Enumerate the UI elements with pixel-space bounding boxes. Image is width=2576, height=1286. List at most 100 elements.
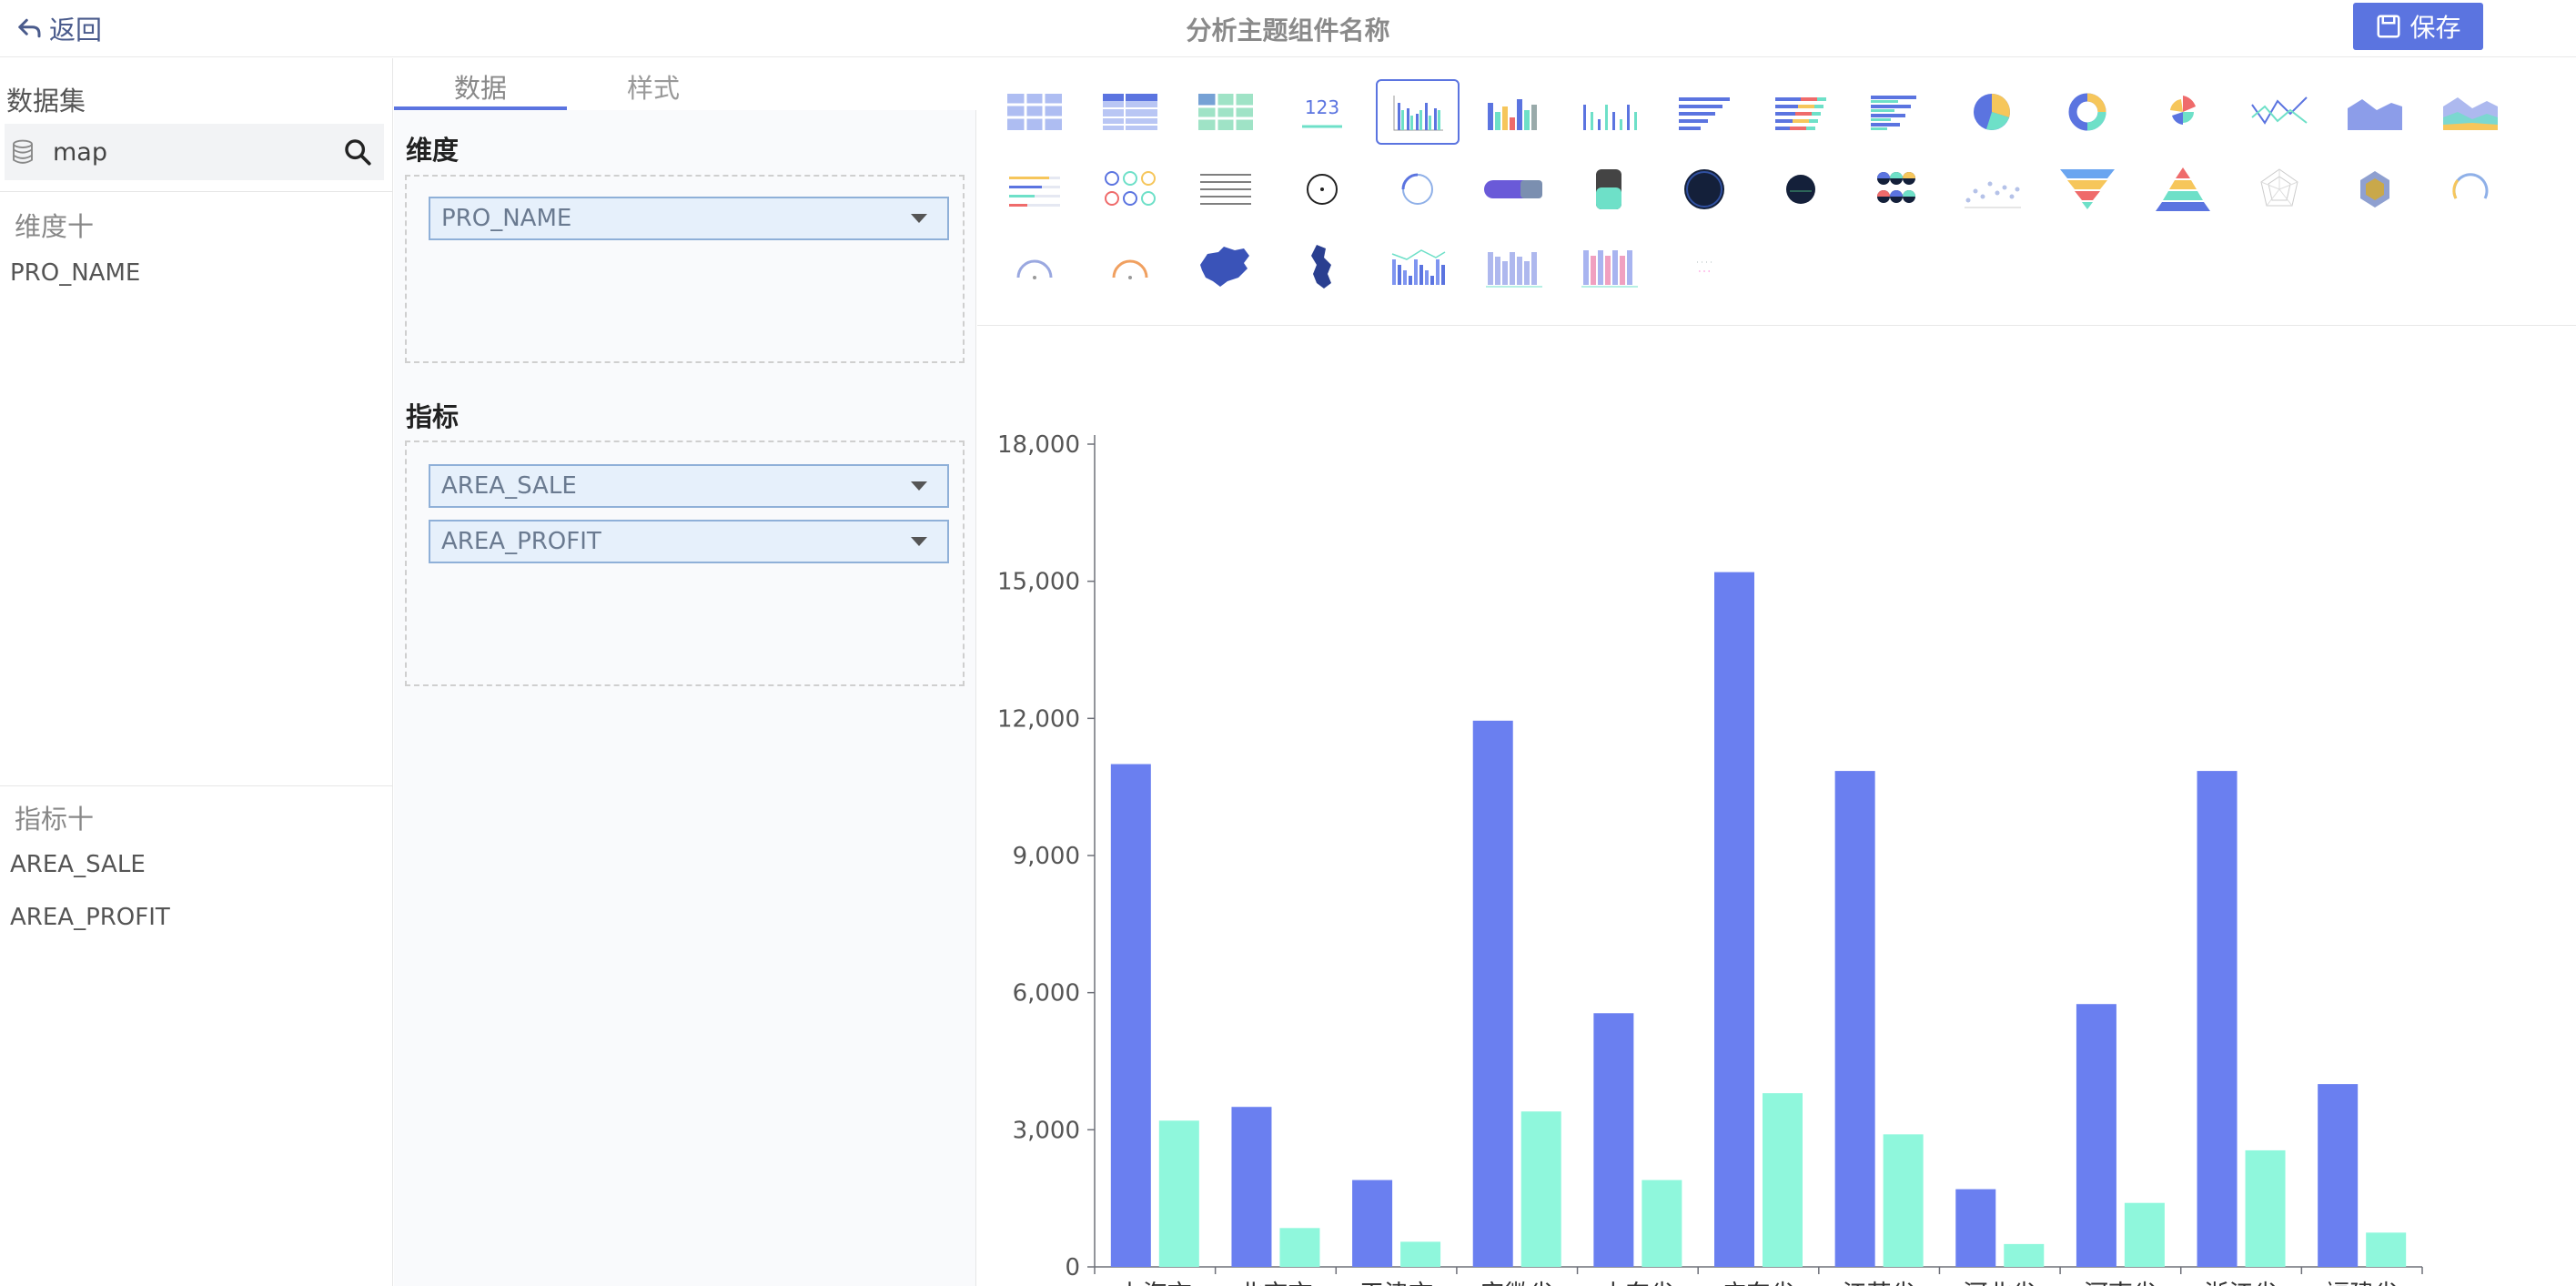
dimension-section-label[interactable]: 维度十 [15, 211, 95, 242]
grouped-bar-chart-icon [1393, 96, 1443, 131]
radar-chart-type-option[interactable] [2238, 157, 2321, 222]
heat-table-chart-type-option[interactable] [1184, 79, 1268, 145]
rose-chart-chart-type-option[interactable] [2141, 79, 2225, 145]
table-chart-type-option[interactable] [993, 79, 1076, 145]
bar-line-combo-chart-type-option[interactable] [1376, 234, 1460, 299]
horizontal-stacked-bar-chart-type-option[interactable] [1759, 79, 1843, 145]
striped-bar-chart-type-option[interactable] [1567, 234, 1651, 299]
striped-bar-icon [1581, 250, 1639, 288]
word-cloud-chart-type-option[interactable]: · · · · · · · [1662, 234, 1746, 299]
horizontal-stacked-bar-icon [1774, 97, 1826, 130]
pie-chart-chart-type-option[interactable] [1950, 79, 2034, 145]
gauge-icon [2452, 173, 2489, 199]
scatter-chart-type-option[interactable] [1950, 157, 2034, 222]
cross-table-chart-type-option[interactable] [1088, 79, 1172, 145]
text-list-chart-type-option[interactable] [1184, 157, 1268, 222]
horizontal-bar-chart-type-option[interactable] [1662, 79, 1746, 145]
metric-drop-zone[interactable]: AREA_SALE AREA_PROFIT [405, 440, 965, 686]
search-icon[interactable] [342, 137, 373, 167]
ring-progress-grid-icon [1105, 171, 1157, 206]
china-map-chart-type-option[interactable] [1184, 234, 1268, 299]
bar-area-profit [2124, 1202, 2165, 1267]
dataset-panel: 数据集 map 维度十 PRO_NAME 指标十 AREA_SALE AREA_… [0, 58, 393, 1286]
orange-gauge-chart-type-option[interactable] [1088, 234, 1172, 299]
semicircle-gauge-chart-type-option[interactable] [993, 234, 1076, 299]
kpi-number-icon: 123 [1301, 96, 1342, 128]
bar-area-sale [1834, 771, 1875, 1267]
horizontal-grouped-bar-icon [1870, 96, 1916, 130]
pyramid-chart-type-option[interactable] [2141, 157, 2225, 222]
gauge-ring-chart-type-option[interactable] [1280, 157, 1364, 222]
bar-area-sale [1714, 572, 1754, 1267]
multi-dot-chart-type-option[interactable] [1854, 157, 1938, 222]
active-tab-indicator [394, 106, 567, 110]
kpi-number-chart-type-option[interactable]: 123 [1280, 79, 1364, 145]
stacked-area-icon [2443, 97, 2498, 130]
line-chart-icon [2250, 96, 2308, 125]
tab-data[interactable]: 数据 [453, 73, 507, 104]
chevron-down-icon[interactable] [911, 481, 927, 491]
config-tabs: 数据 样式 [394, 58, 976, 110]
ring-progress-grid-chart-type-option[interactable] [1088, 157, 1172, 222]
gradient-bar-chart-type-option[interactable] [1471, 234, 1555, 299]
thin-bar-chart-type-option[interactable] [1567, 79, 1651, 145]
scatter-icon [1965, 181, 2021, 208]
dark-circle-chart-type-option[interactable] [1662, 157, 1746, 222]
chevron-down-icon[interactable] [911, 537, 927, 546]
bar-area-sale [2318, 1084, 2359, 1267]
bar-area-profit [1763, 1093, 1803, 1267]
capsule-bar-chart-type-option[interactable] [1471, 157, 1555, 222]
dimension-field-item[interactable]: PRO_NAME [10, 259, 141, 287]
dark-circle-icon [1684, 169, 1725, 209]
liquid-cylinder-icon [1596, 169, 1622, 209]
line-chart-chart-type-option[interactable] [2238, 79, 2321, 145]
x-tick-label: 福建省 [2325, 1281, 2399, 1286]
bar-area-profit [1279, 1228, 1320, 1267]
back-button[interactable]: 返回 [16, 9, 102, 47]
word-cloud-icon: · · · ·· · · [1696, 258, 1712, 276]
dark-small-circle-chart-type-option[interactable] [1759, 157, 1843, 222]
dataset-name: map [53, 137, 107, 167]
dimension-drop-zone[interactable]: PRO_NAME [405, 175, 965, 363]
cross-table-icon [1103, 94, 1158, 130]
database-icon [13, 139, 33, 164]
metric-section-label[interactable]: 指标十 [15, 804, 95, 835]
tab-style[interactable]: 样式 [626, 73, 680, 104]
dataset-search[interactable]: map [5, 124, 384, 180]
grouped-bar-chart-chart-type-option[interactable] [1375, 79, 1460, 145]
donut-chart-icon [2068, 93, 2106, 131]
province-map-chart-type-option[interactable] [1280, 234, 1364, 299]
area-chart-chart-type-option[interactable] [2333, 79, 2417, 145]
chevron-down-icon[interactable] [911, 214, 927, 223]
y-tick-label: 6,000 [1013, 980, 1080, 1008]
stacked-area-chart-type-option[interactable] [2429, 79, 2512, 145]
save-icon [2377, 15, 2400, 38]
hexagon-chart-type-option[interactable] [2333, 157, 2417, 222]
bar-area-sale [1231, 1107, 1272, 1267]
field-select-label: AREA_SALE [441, 472, 577, 500]
bar-line-combo-icon [1391, 249, 1446, 285]
chart-type-picker: 123 · · · · · · · [977, 58, 2576, 326]
pie-chart-icon [1974, 94, 2010, 130]
ring-light-chart-type-option[interactable] [1376, 157, 1460, 222]
metric-field-select[interactable]: AREA_SALE [429, 464, 949, 508]
metric-field-select[interactable]: AREA_PROFIT [429, 520, 949, 563]
dark-small-circle-icon [1785, 175, 1815, 204]
funnel-chart-type-option[interactable] [2046, 157, 2129, 222]
metric-field-item[interactable]: AREA_PROFIT [10, 904, 170, 931]
divider [0, 191, 393, 192]
gauge-chart-type-option[interactable] [2429, 157, 2512, 222]
dimension-field-select[interactable]: PRO_NAME [429, 197, 949, 240]
y-tick-label: 18,000 [997, 431, 1080, 459]
save-button[interactable]: 保存 [2353, 3, 2483, 50]
metric-field-item[interactable]: AREA_SALE [10, 851, 146, 878]
horizontal-grouped-bar-chart-type-option[interactable] [1854, 79, 1938, 145]
donut-chart-chart-type-option[interactable] [2046, 79, 2129, 145]
pyramid-icon [2156, 167, 2211, 211]
progress-lines-chart-type-option[interactable] [993, 157, 1076, 222]
bar-area-profit [1520, 1111, 1561, 1267]
liquid-cylinder-chart-type-option[interactable] [1567, 157, 1651, 222]
multi-color-bar-icon [1488, 99, 1537, 130]
multi-color-bar-chart-type-option[interactable] [1471, 79, 1555, 145]
